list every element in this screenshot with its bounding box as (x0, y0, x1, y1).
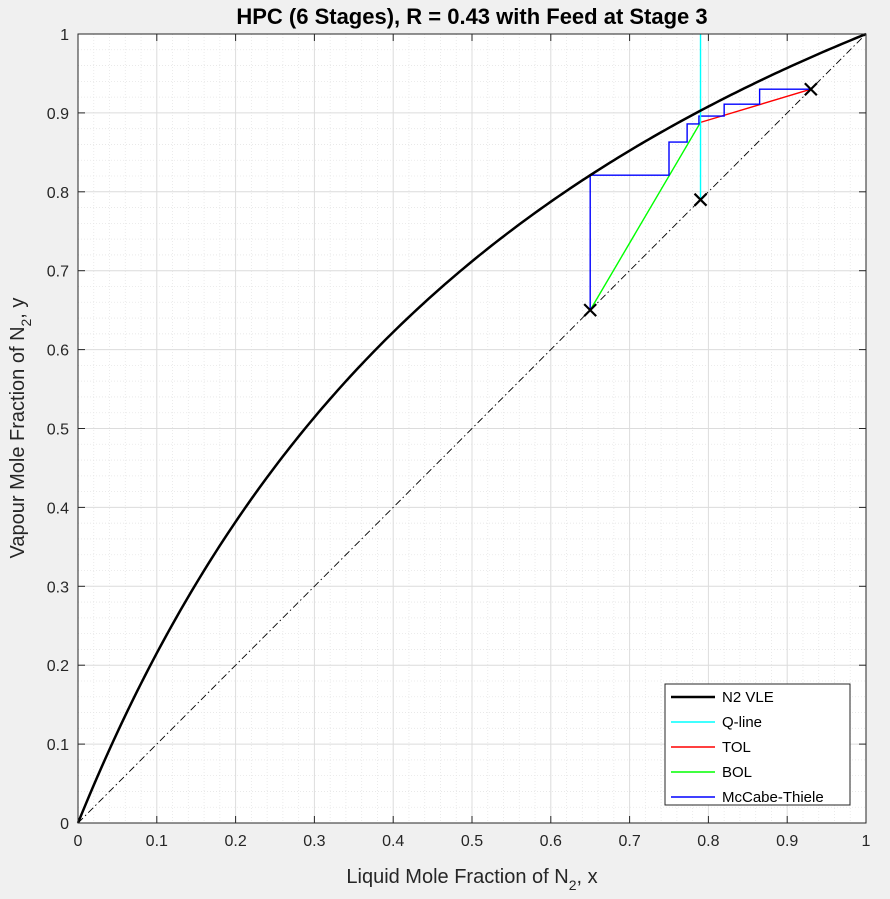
x-axis-label-tail: , x (577, 866, 598, 888)
markers-layer (583, 82, 818, 317)
x-tick-label: 0.1 (146, 833, 168, 850)
x-marker (693, 192, 708, 207)
y-axis-label-subscript: 2 (18, 318, 34, 326)
legend-label-tol: TOL (722, 739, 751, 756)
x-axis-label: Liquid Mole Fraction of N2, x (346, 866, 597, 893)
diagonal-line (77, 33, 867, 824)
x-tick-label: 0.5 (461, 833, 483, 850)
legend-label-bol: BOL (722, 764, 752, 781)
x-tick-label: 0 (74, 833, 83, 850)
y-tick-label: 0.7 (47, 264, 69, 281)
y-axis-label-tail: , y (7, 298, 29, 319)
legend: N2 VLE Q-line TOL BOL McCabe-Thiele (664, 683, 851, 806)
y-axis-label: Vapour Mole Fraction of N2, y (7, 298, 34, 559)
x-axis-label-subscript: 2 (569, 877, 577, 893)
legend-label-q-line: Q-line (722, 714, 762, 731)
y-tick-label: 0.5 (47, 422, 69, 439)
y-tick-label: 0.2 (47, 658, 69, 675)
x-tick-label: 0.8 (697, 833, 719, 850)
ticks-layer: 0 0.1 0.2 0.3 0.4 0.5 0.6 0.7 0.8 0.9 1 0 0.1 0.2 0.3 0… (47, 27, 871, 850)
x-tick-label: 0.4 (382, 833, 404, 850)
legend-label-n2-vle: N2 VLE (722, 689, 774, 706)
x-tick-label: 0.9 (776, 833, 798, 850)
series-layer (76, 32, 867, 824)
y-tick-label: 0 (60, 816, 69, 833)
y-tick-label: 0.1 (47, 737, 69, 754)
x-tick-label: 0.2 (224, 833, 246, 850)
chart-title: HPC (6 Stages), R = 0.43 with Feed at St… (236, 4, 707, 29)
y-tick-label: 0.4 (47, 500, 69, 517)
series-tol (700, 88, 812, 124)
series-mccabe-thiele (589, 88, 811, 311)
series-n2-vle (76, 32, 867, 824)
y-tick-label: 0.8 (47, 185, 69, 202)
legend-box (664, 683, 851, 806)
y-tick-label: 1 (60, 27, 69, 44)
y-axis-label-main: Vapour Mole Fraction of N (7, 326, 29, 558)
series-bol (589, 122, 702, 311)
y-tick-label: 0.6 (47, 343, 69, 360)
x-marker (804, 82, 818, 97)
x-marker (583, 303, 597, 317)
x-tick-label: 1 (862, 833, 871, 850)
x-tick-label: 0.3 (303, 833, 325, 850)
y-tick-label: 0.9 (47, 106, 69, 123)
x-tick-label: 0.6 (540, 833, 562, 850)
x-axis-label-main: Liquid Mole Fraction of N (346, 866, 568, 888)
x-tick-label: 0.7 (618, 833, 640, 850)
y-tick-label: 0.3 (47, 579, 69, 596)
legend-label-mccabe-thiele: McCabe-Thiele (722, 789, 824, 806)
